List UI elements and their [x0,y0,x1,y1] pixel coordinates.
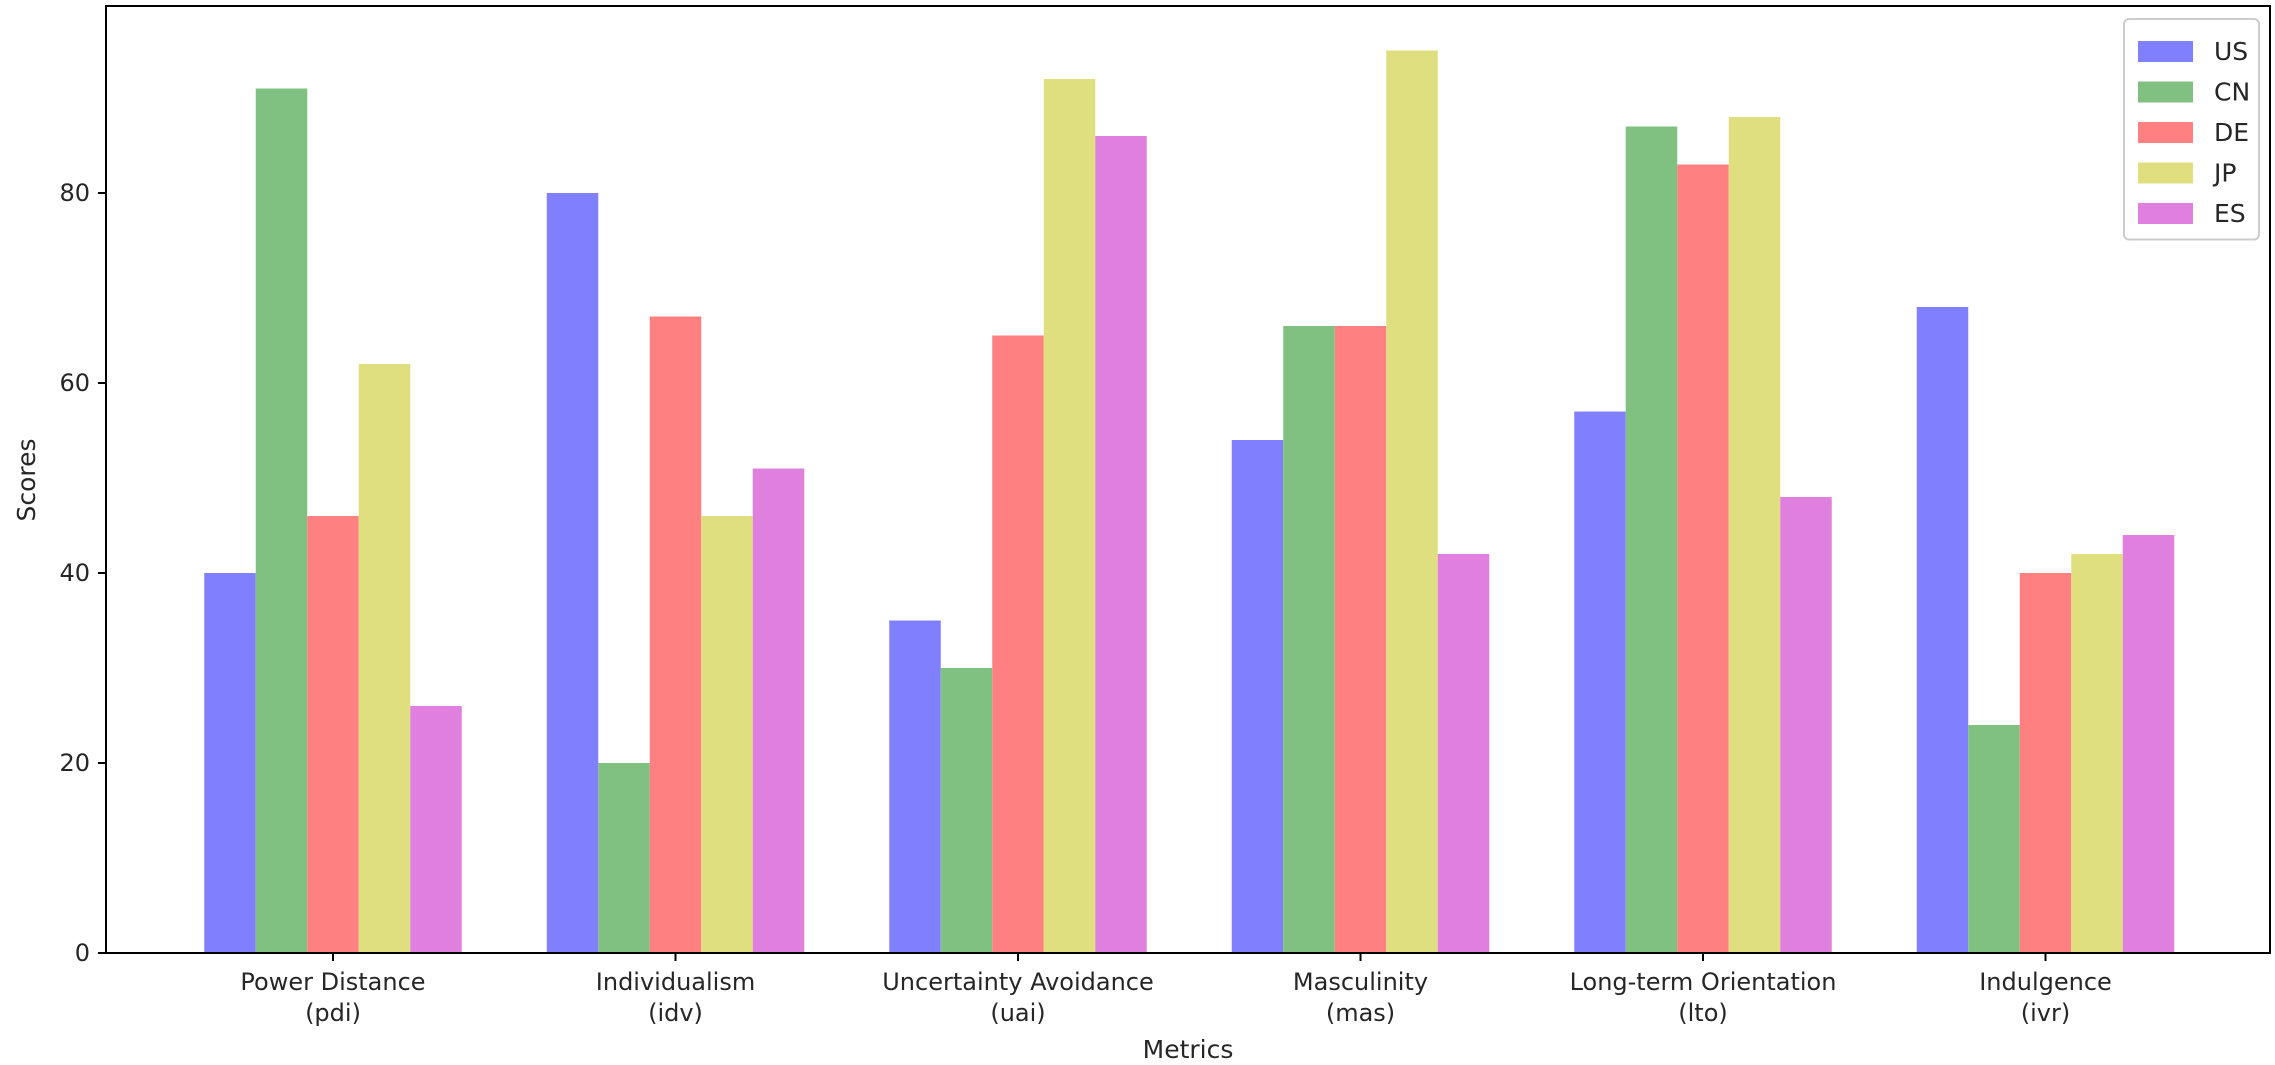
legend-swatch-jp [2138,162,2193,184]
bar-jp-5 [2071,554,2123,953]
y-axis-ticks: 0 20 40 60 80 [59,179,106,967]
bar-es-5 [2122,535,2175,953]
bar-es-3 [1437,554,1490,953]
legend-swatch-de [2138,122,2193,143]
bar-de-4 [1677,164,1729,953]
legend-label-es: ES [2214,199,2246,228]
x-tick-label: Masculinity [1293,968,1428,996]
plot-frame [105,5,2271,954]
bar-es-2 [1095,136,1147,953]
bar-es-0 [410,706,462,953]
x-tick-label: (ivr) [2021,999,2070,1027]
bar-us-4 [1574,411,1626,953]
bar-us-0 [204,573,256,953]
bar-de-1 [649,316,702,953]
bar-cn-4 [1625,126,1678,953]
legend: US CN DE JP ES [2123,18,2260,241]
bar-jp-1 [701,516,753,953]
bar-jp-4 [1728,117,1781,953]
x-tick-label: Individualism [596,968,755,996]
bar-de-3 [1334,326,1387,953]
bar-es-1 [752,468,805,953]
bar-cn-5 [1968,725,2020,953]
bar-es-4 [1780,497,1832,953]
legend-swatch-cn [2138,81,2193,103]
y-tick-label: 20 [59,749,90,777]
y-tick-label: 80 [59,179,90,207]
bar-cn-0 [255,88,308,953]
bar-us-1 [546,193,599,953]
legend-label-cn: CN [2214,78,2250,107]
legend-swatch-es [2138,203,2193,224]
x-axis-title: Metrics [1143,1035,1234,1064]
bar-us-2 [889,620,941,953]
bar-de-0 [307,516,359,953]
bar-jp-3 [1386,50,1438,953]
y-tick-label: 0 [75,939,90,967]
bar-jp-2 [1043,79,1096,953]
bar-de-2 [992,335,1044,953]
x-tick-label: (mas) [1326,999,1395,1027]
x-tick-label: Long-term Orientation [1570,968,1837,996]
x-axis-ticks: Power Distance (pdi) Individualism (idv) Unc… [240,953,2112,1027]
x-tick-label: Power Distance [240,968,425,996]
bar-jp-0 [358,364,411,953]
x-tick-label: Indulgence [1979,968,2112,996]
y-tick-label: 40 [59,559,90,587]
bar-cn-3 [1283,326,1335,953]
y-axis-title: Scores [12,438,41,521]
x-tick-label: (lto) [1678,999,1728,1027]
bar-us-5 [1916,307,1969,953]
legend-label-us: US [2214,37,2248,66]
bar-us-3 [1231,440,1284,953]
legend-label-de: DE [2214,118,2249,147]
bar-cn-1 [598,763,650,953]
x-tick-label: Uncertainty Avoidance [882,968,1154,996]
bars-layer [204,50,2175,953]
bar-de-5 [2019,573,2072,953]
x-tick-label: (pdi) [305,999,361,1027]
y-tick-label: 60 [59,369,90,397]
bar-cn-2 [940,668,993,953]
x-tick-label: (idv) [648,999,703,1027]
x-tick-label: (uai) [990,999,1045,1027]
legend-swatch-us [2138,41,2193,62]
legend-label-jp: JP [2212,159,2236,188]
